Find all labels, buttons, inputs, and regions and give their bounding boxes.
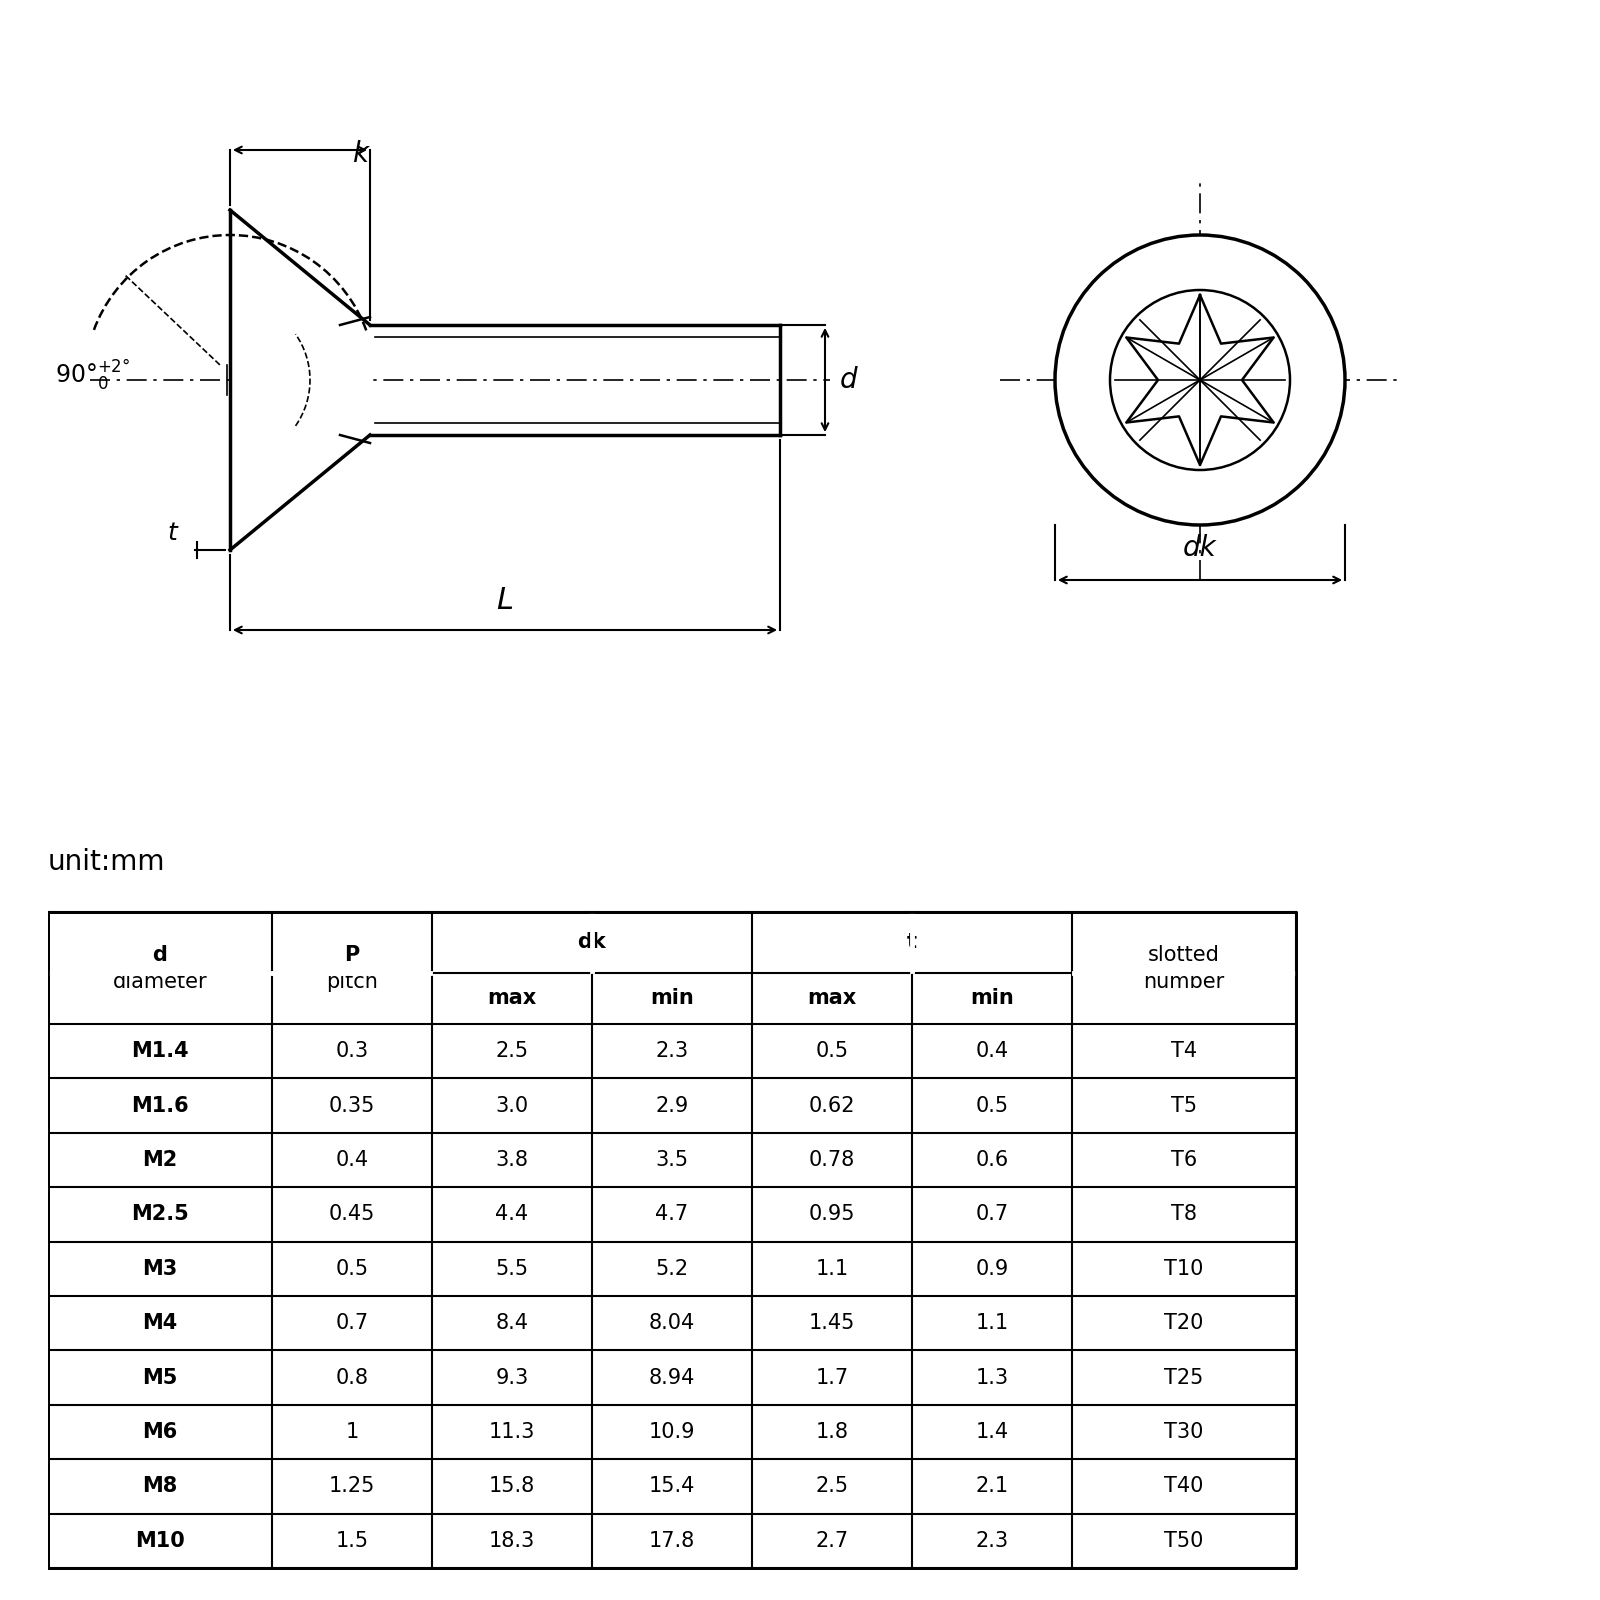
Text: 1.1: 1.1 (976, 1314, 1008, 1333)
Text: 0.95: 0.95 (808, 1205, 856, 1224)
Text: M3: M3 (142, 1259, 178, 1278)
Text: 2.3: 2.3 (976, 1531, 1008, 1550)
Text: t: t (168, 522, 178, 546)
Text: d: d (840, 366, 858, 394)
Text: 1.1: 1.1 (816, 1259, 848, 1278)
Text: d: d (152, 946, 168, 965)
Text: T4: T4 (1171, 1042, 1197, 1061)
Text: 1.5: 1.5 (336, 1531, 368, 1550)
Text: 5.5: 5.5 (496, 1259, 528, 1278)
Text: max: max (488, 989, 536, 1008)
Text: 8.4: 8.4 (496, 1314, 528, 1333)
Text: number: number (1144, 973, 1224, 992)
Text: 2.3: 2.3 (656, 1042, 688, 1061)
Text: 1.8: 1.8 (816, 1422, 848, 1442)
Text: 10.9: 10.9 (648, 1422, 696, 1442)
Text: 0.4: 0.4 (336, 1150, 368, 1170)
Text: $90°^{+2°}_{0}$: $90°^{+2°}_{0}$ (54, 358, 130, 392)
Text: unit:mm: unit:mm (48, 848, 165, 877)
Text: T40: T40 (1165, 1477, 1203, 1496)
Text: M1.6: M1.6 (131, 1096, 189, 1115)
Text: L: L (496, 586, 514, 614)
Text: 0.62: 0.62 (808, 1096, 856, 1115)
Circle shape (1054, 235, 1346, 525)
Text: 17.8: 17.8 (650, 1531, 694, 1550)
Text: 0.35: 0.35 (330, 1096, 374, 1115)
Text: 1: 1 (346, 1422, 358, 1442)
Text: dk: dk (578, 933, 606, 952)
Polygon shape (230, 210, 370, 550)
Text: 0.7: 0.7 (976, 1205, 1008, 1224)
Text: 8.04: 8.04 (650, 1314, 694, 1333)
Text: 1.4: 1.4 (976, 1422, 1008, 1442)
Text: M2.5: M2.5 (131, 1205, 189, 1224)
Text: dk: dk (1182, 534, 1218, 562)
Text: M5: M5 (142, 1368, 178, 1387)
Text: 2.5: 2.5 (496, 1042, 528, 1061)
Text: P: P (344, 946, 360, 965)
Circle shape (1110, 290, 1290, 470)
Text: 4.4: 4.4 (496, 1205, 528, 1224)
Text: 3.8: 3.8 (496, 1150, 528, 1170)
Text: 0.6: 0.6 (976, 1150, 1008, 1170)
Text: T30: T30 (1165, 1422, 1203, 1442)
Text: 1.45: 1.45 (810, 1314, 854, 1333)
Text: M1.4: M1.4 (131, 1042, 189, 1061)
Text: 0.5: 0.5 (336, 1259, 368, 1278)
Text: 2.1: 2.1 (976, 1477, 1008, 1496)
Text: 5.2: 5.2 (656, 1259, 688, 1278)
Text: 3.5: 3.5 (656, 1150, 688, 1170)
Text: 1.3: 1.3 (976, 1368, 1008, 1387)
Text: 1.25: 1.25 (330, 1477, 374, 1496)
Text: 2.9: 2.9 (656, 1096, 688, 1115)
Text: 0.3: 0.3 (336, 1042, 368, 1061)
Text: diameter: diameter (112, 973, 208, 992)
Text: M10: M10 (134, 1531, 186, 1550)
Text: 8.94: 8.94 (650, 1368, 694, 1387)
Text: k: k (352, 141, 368, 168)
Text: 0.45: 0.45 (330, 1205, 374, 1224)
Text: T50: T50 (1165, 1531, 1203, 1550)
Text: 4.7: 4.7 (656, 1205, 688, 1224)
Text: 0.8: 0.8 (336, 1368, 368, 1387)
Text: T8: T8 (1171, 1205, 1197, 1224)
Text: 15.4: 15.4 (650, 1477, 694, 1496)
Text: M6: M6 (142, 1422, 178, 1442)
Text: 9.3: 9.3 (496, 1368, 528, 1387)
Text: max: max (808, 989, 856, 1008)
Text: T20: T20 (1165, 1314, 1203, 1333)
Text: 18.3: 18.3 (490, 1531, 534, 1550)
Text: M2: M2 (142, 1150, 178, 1170)
Text: slotted: slotted (1149, 946, 1219, 965)
Text: 0.7: 0.7 (336, 1314, 368, 1333)
Text: 0.5: 0.5 (816, 1042, 848, 1061)
Text: M8: M8 (142, 1477, 178, 1496)
Text: 2.5: 2.5 (816, 1477, 848, 1496)
Text: pitch: pitch (326, 973, 378, 992)
Text: min: min (970, 989, 1014, 1008)
Text: M4: M4 (142, 1314, 178, 1333)
Text: 1.7: 1.7 (816, 1368, 848, 1387)
Text: 0.4: 0.4 (976, 1042, 1008, 1061)
Polygon shape (1126, 294, 1274, 466)
Text: 0.5: 0.5 (976, 1096, 1008, 1115)
Text: T5: T5 (1171, 1096, 1197, 1115)
Text: 2.7: 2.7 (816, 1531, 848, 1550)
Text: 11.3: 11.3 (490, 1422, 534, 1442)
Text: 0.78: 0.78 (810, 1150, 854, 1170)
Text: T25: T25 (1165, 1368, 1203, 1387)
Text: 15.8: 15.8 (490, 1477, 534, 1496)
Text: min: min (650, 989, 694, 1008)
Text: 3.0: 3.0 (496, 1096, 528, 1115)
Text: t: t (907, 933, 917, 952)
Text: 0.9: 0.9 (976, 1259, 1008, 1278)
Text: T10: T10 (1165, 1259, 1203, 1278)
Text: T6: T6 (1171, 1150, 1197, 1170)
